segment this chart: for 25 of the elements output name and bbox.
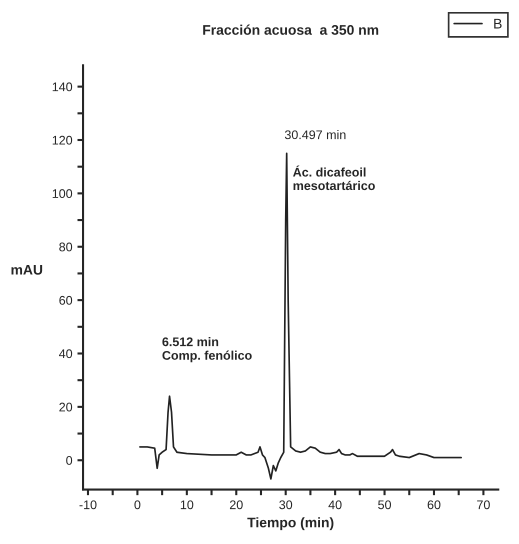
chart-title: Fracción acuosa a 350 nm: [203, 24, 378, 35]
y-tick-label: 20: [59, 402, 72, 412]
x-tick-label: 40: [328, 500, 342, 510]
annotation: Ác. dicafeoil mesotartárico: [293, 165, 375, 190]
x-tick-label: -10: [80, 500, 97, 510]
x-tick-label: 60: [428, 500, 440, 510]
y-tick-label: 140: [52, 82, 72, 92]
y-tick-label: 40: [59, 349, 72, 358]
legend-label: B: [494, 18, 502, 28]
x-tick-label: 70: [477, 500, 490, 510]
y-tick-label: 60: [59, 296, 72, 305]
x-axis-title: Tiempo (min): [247, 517, 334, 530]
x-tick-label: 0: [134, 500, 140, 510]
x-tick-label: 50: [378, 500, 392, 510]
line-series: [139, 152, 462, 480]
x-tick-label: 30: [279, 500, 292, 510]
y-tick-label: 120: [52, 136, 72, 145]
y-tick-label: 0: [66, 456, 72, 465]
y-axis-title: mAU: [11, 265, 42, 275]
y-tick-label: 80: [59, 242, 72, 252]
annotation: 30.497 min: [284, 130, 346, 140]
annotation: 6.512 min Comp. fenólico: [162, 337, 252, 362]
x-tick-label: 20: [230, 500, 243, 510]
y-tick-label: 100: [52, 189, 72, 198]
x-tick-label: 10: [180, 500, 194, 510]
